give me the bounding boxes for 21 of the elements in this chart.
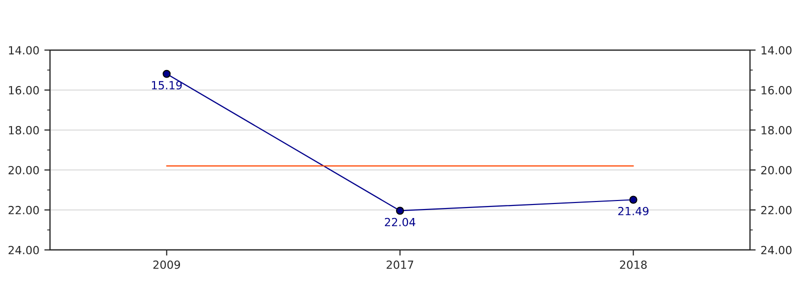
point — [162, 70, 171, 78]
data-label: 22.04 — [384, 218, 416, 226]
y2-tick-label: 16.00 — [762, 86, 792, 94]
x-tick-label: 2009 — [153, 260, 180, 269]
y2-tick-label: 14.00 — [762, 46, 792, 54]
x-tick-label: 2018 — [620, 260, 647, 269]
point — [629, 196, 638, 204]
y2-tick-label: 18.00 — [762, 126, 792, 134]
y-tick-label: 20.00 — [8, 166, 39, 174]
x-tick-label: 2017 — [386, 260, 414, 269]
y-tick-label: 16.00 — [8, 86, 39, 94]
y-tick-label: 14.00 — [8, 46, 39, 54]
y-tick-label: 18.00 — [8, 126, 39, 134]
y2-tick-label: 24.00 — [761, 246, 792, 254]
point — [396, 206, 404, 215]
y2-tick-label: 22.00 — [761, 206, 792, 214]
data-label: 21.49 — [618, 206, 648, 216]
y-tick-label: 22.00 — [8, 206, 39, 214]
data-label: 15.19 — [152, 81, 182, 90]
y2-tick-label: 20.00 — [761, 166, 792, 174]
y-tick-label: 24.00 — [8, 246, 39, 254]
